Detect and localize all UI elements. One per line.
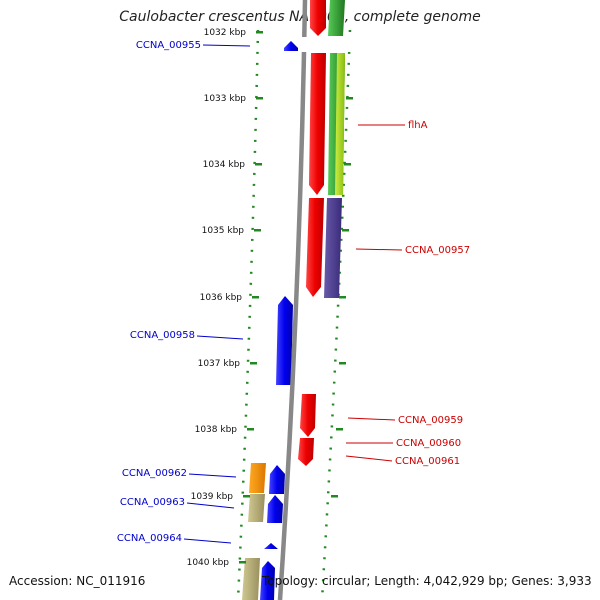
gene-label-leader <box>196 335 244 340</box>
kbp-tick <box>336 428 343 431</box>
kbp-tick <box>252 296 259 299</box>
gene-label-leader <box>188 473 237 478</box>
accession-text: Accession: NC_011916 <box>9 574 146 588</box>
kbp-tick <box>243 495 250 498</box>
gene-label-leader <box>345 455 393 462</box>
kbp-scale: 1032 kbp 1033 kbp 1034 kbp 1035 kbp 1036 kbp… <box>187 28 353 568</box>
kbp-tick <box>339 296 346 299</box>
kbp-label: 1035 kbp <box>202 226 245 236</box>
kbp-tick <box>247 428 254 431</box>
kbp-label: 1037 kbp <box>198 359 241 369</box>
kbp-tick <box>250 362 257 365</box>
kbp-label: 1032 kbp <box>204 28 247 38</box>
gene-label-leader <box>202 44 251 47</box>
kbp-label: 1039 kbp <box>191 492 234 502</box>
gene-label[interactable]: CCNA_00961 <box>395 456 460 467</box>
kbp-tick <box>255 163 262 166</box>
gene-label[interactable]: CCNA_00959 <box>398 415 463 426</box>
map-title: Caulobacter crescentus NA1000, complete … <box>119 9 481 25</box>
gene-label-leader <box>347 417 396 421</box>
gene-label[interactable]: CCNA_00960 <box>396 438 461 449</box>
gene-labels: CCNA_00955 flhA CCNA_00957 CCNA_00958 CCNA_0… <box>117 40 470 544</box>
gene-label[interactable]: CCNA_00962 <box>122 468 187 479</box>
gene-label[interactable]: CCNA_00957 <box>405 245 470 256</box>
gene-label[interactable]: CCNA_00963 <box>120 497 185 508</box>
kbp-label: 1036 kbp <box>200 293 243 303</box>
kbp-label: 1033 kbp <box>204 94 247 104</box>
gene-label[interactable]: CCNA_00955 <box>136 40 201 51</box>
kbp-tick <box>346 97 353 100</box>
map-gap <box>300 37 360 52</box>
reverse-genes <box>260 41 298 600</box>
kbp-tick <box>256 97 263 100</box>
genome-backbone <box>277 0 308 600</box>
gene-label-leader <box>183 538 232 544</box>
kbp-label: 1034 kbp <box>203 160 246 170</box>
genome-summary-text: Topology: circular; Length: 4,042,929 bp… <box>262 574 592 588</box>
kbp-label: 1040 kbp <box>187 558 230 568</box>
gene-label[interactable]: CCNA_00964 <box>117 533 182 544</box>
gene-label-leader <box>355 248 403 251</box>
kbp-tick <box>339 362 346 365</box>
kbp-tick <box>344 163 351 166</box>
gene-label[interactable]: CCNA_00958 <box>130 330 195 341</box>
kbp-label: 1038 kbp <box>195 425 238 435</box>
cog-feature-bars <box>242 0 345 600</box>
gene-label[interactable]: flhA <box>408 120 428 131</box>
kbp-tick <box>342 229 349 232</box>
kbp-tick <box>256 31 263 34</box>
forward-genes <box>298 0 326 466</box>
gene-label-leader <box>186 502 235 509</box>
kbp-tick <box>254 229 261 232</box>
kbp-tick <box>331 495 338 498</box>
kbp-tick <box>239 561 246 564</box>
